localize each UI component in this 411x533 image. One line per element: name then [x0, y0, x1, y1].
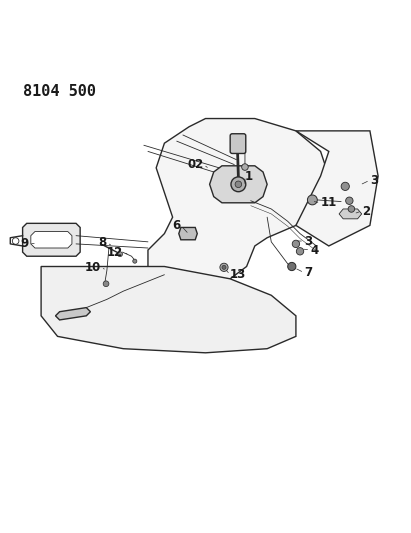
Text: 10: 10 [84, 261, 101, 274]
Text: 7: 7 [304, 266, 312, 279]
Circle shape [220, 263, 228, 271]
Polygon shape [296, 131, 378, 246]
Polygon shape [148, 118, 329, 279]
Text: 13: 13 [230, 268, 247, 281]
Polygon shape [23, 223, 80, 256]
Circle shape [307, 195, 317, 205]
Polygon shape [179, 228, 197, 240]
Circle shape [346, 197, 353, 205]
Circle shape [288, 262, 296, 271]
Circle shape [103, 281, 109, 287]
Polygon shape [31, 231, 72, 248]
Circle shape [296, 248, 304, 255]
Text: 6: 6 [173, 219, 181, 232]
Polygon shape [210, 166, 267, 203]
Circle shape [133, 259, 137, 263]
Text: 02: 02 [187, 158, 203, 171]
Text: 2: 2 [362, 205, 370, 217]
Polygon shape [41, 266, 296, 353]
Circle shape [231, 177, 246, 192]
Text: 9: 9 [21, 237, 29, 250]
Text: 11: 11 [321, 196, 337, 209]
Circle shape [348, 206, 355, 212]
Text: 3: 3 [304, 235, 312, 247]
Circle shape [222, 265, 226, 269]
Polygon shape [339, 209, 362, 219]
Text: 1: 1 [245, 169, 253, 183]
FancyBboxPatch shape [230, 134, 246, 154]
Text: 8104 500: 8104 500 [23, 84, 96, 99]
Circle shape [292, 240, 300, 248]
Polygon shape [55, 308, 90, 320]
Circle shape [118, 252, 122, 256]
Circle shape [341, 182, 349, 190]
Text: 12: 12 [107, 246, 123, 259]
Circle shape [235, 181, 242, 188]
Text: 4: 4 [310, 244, 319, 256]
Text: 3: 3 [370, 174, 378, 187]
Text: 8: 8 [99, 236, 107, 249]
Circle shape [242, 164, 248, 171]
